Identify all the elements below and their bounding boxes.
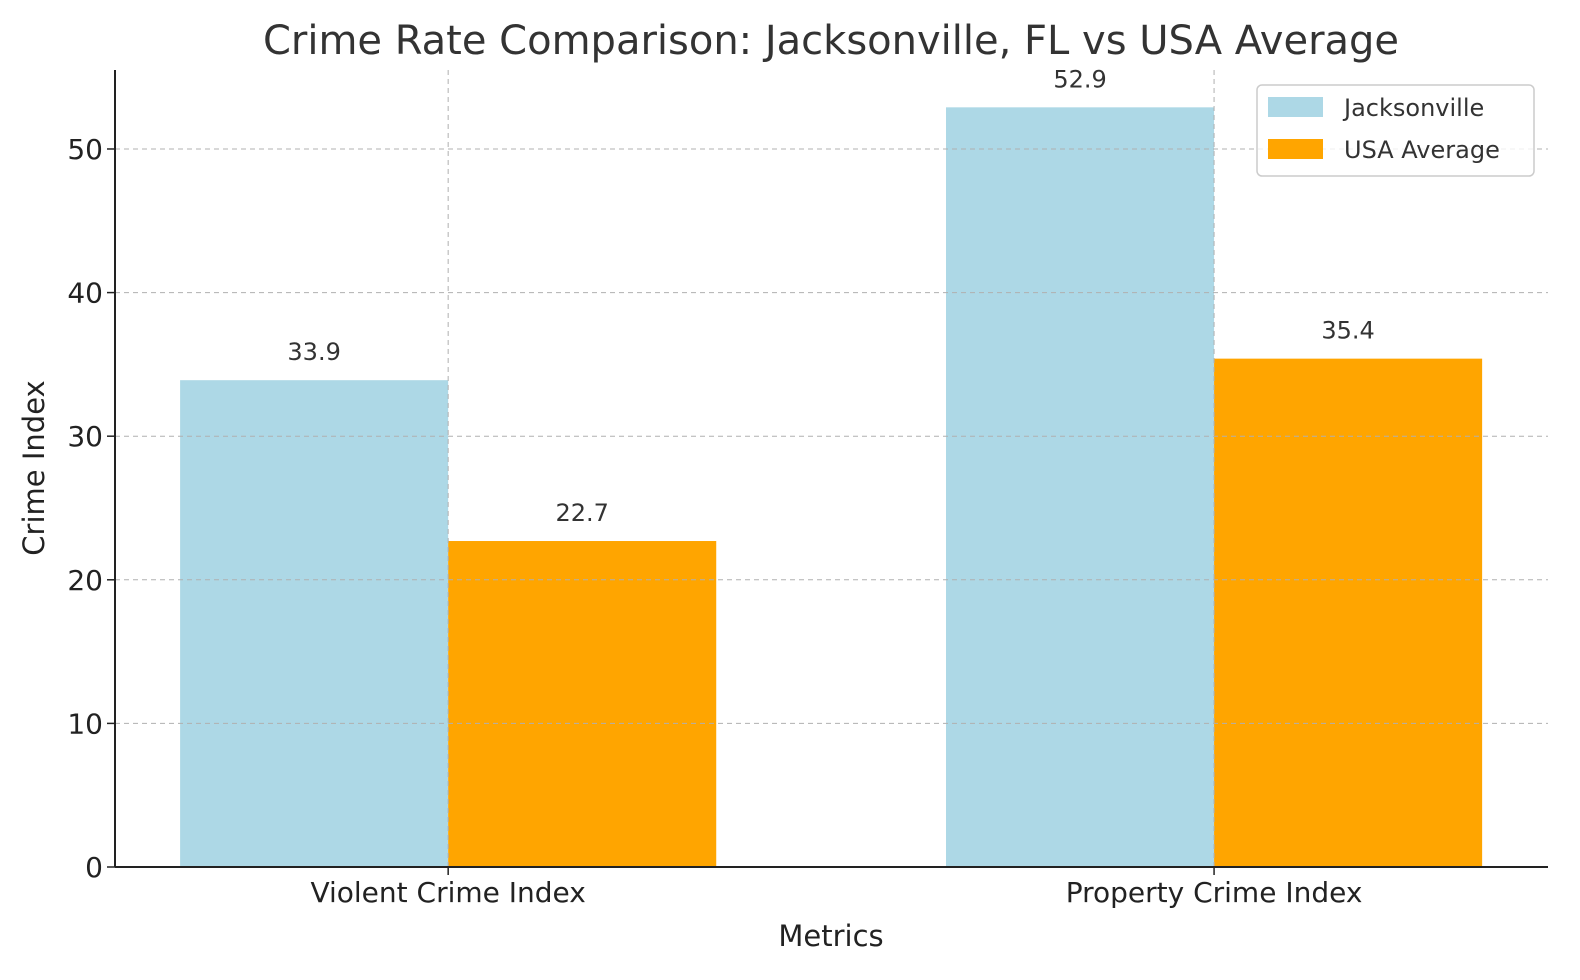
y-tick-label: 50 [67, 133, 103, 166]
legend-swatch-usa-average [1268, 139, 1323, 159]
legend-swatch-jacksonville [1268, 97, 1323, 117]
y-tick-label: 0 [85, 851, 103, 884]
y-axis-label: Crime Index [17, 380, 51, 555]
bars [180, 107, 1483, 868]
ticks: 0 10 20 30 40 50 Violent Crime Index Property C… [67, 133, 1362, 909]
legend: Jacksonville USA Average [1256, 84, 1535, 177]
y-tick-label: 10 [67, 707, 103, 740]
y-tick-label: 20 [67, 564, 103, 597]
legend-frame [1256, 84, 1535, 177]
data-label-usa-average: 22.7 [555, 499, 608, 527]
bar-jacksonville [180, 380, 449, 867]
data-label-jacksonville: 33.9 [287, 338, 340, 366]
bar-usa-average [1214, 358, 1483, 867]
data-label-usa-average: 35.4 [1321, 317, 1374, 345]
bar-jacksonville [946, 107, 1215, 868]
x-axis-label: Metrics [778, 919, 883, 953]
y-tick-label: 40 [67, 277, 103, 310]
legend-label-usa-average: USA Average [1344, 136, 1500, 164]
bar-usa-average [448, 541, 717, 867]
x-tick-label: Property Crime Index [1066, 876, 1363, 909]
legend-label-jacksonville: Jacksonville [1342, 94, 1484, 122]
x-tick-label: Violent Crime Index [310, 876, 585, 909]
y-tick-label: 30 [67, 420, 103, 453]
data-labels: 33.9 52.9 22.7 35.4 [287, 65, 1374, 527]
data-label-jacksonville: 52.9 [1053, 65, 1106, 93]
chart-title: Crime Rate Comparison: Jacksonville, FL … [263, 18, 1399, 64]
axes [114, 70, 1548, 868]
